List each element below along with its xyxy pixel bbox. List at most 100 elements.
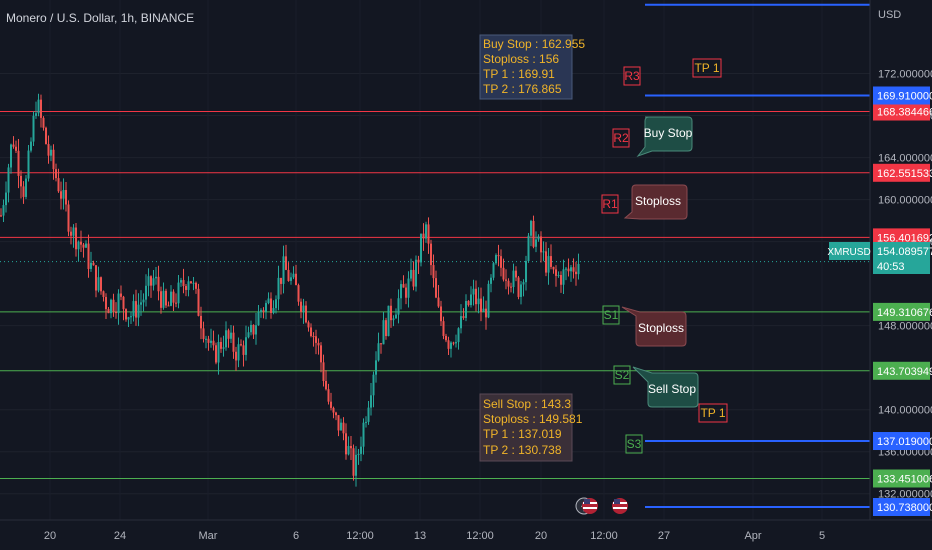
x-tick-label: 24 <box>114 530 126 542</box>
candle-body <box>85 243 87 248</box>
candle-body <box>277 277 280 300</box>
candle-body <box>432 265 435 279</box>
current-price-value: 154.089577 <box>877 246 932 258</box>
candle-body <box>172 291 175 303</box>
candle-body <box>250 324 252 333</box>
x-tick-label: 20 <box>535 530 547 542</box>
candle-body <box>515 270 517 278</box>
candle-body <box>382 320 385 345</box>
buy-box-line-4: TP 2 : 176.865 <box>483 82 562 96</box>
candle-body <box>467 300 470 306</box>
callout-stoploss-lower[interactable]: Stoploss <box>621 306 687 347</box>
candle-body <box>62 190 65 199</box>
candle-body <box>265 303 267 312</box>
candle-body <box>340 422 342 431</box>
candle-body <box>350 446 352 449</box>
candle-body <box>52 149 55 170</box>
sell-setup-box[interactable]: Sell Stop : 143.3 Stoploss : 149.581 TP … <box>479 393 583 462</box>
x-tick-label: 12:00 <box>466 530 494 542</box>
level-tag-r2: R2 <box>612 128 630 148</box>
x-tick-label: Mar <box>199 530 218 542</box>
candle-body <box>140 302 142 305</box>
price-tag-label: 168.384466 <box>877 107 932 119</box>
tp-label-lower: TP 1 <box>698 403 728 423</box>
candle-body <box>405 287 407 298</box>
candle-body <box>407 278 410 298</box>
candle-body <box>575 271 577 275</box>
candle-body <box>10 144 12 168</box>
candle-body <box>530 220 532 236</box>
candle-body <box>75 227 77 250</box>
candle-body <box>545 251 547 273</box>
candle-body <box>487 283 490 318</box>
svg-text:Sell Stop: Sell Stop <box>648 382 696 396</box>
candle-body <box>472 288 475 295</box>
candle-body <box>252 324 255 335</box>
candle-body <box>477 298 480 305</box>
candle-body <box>30 141 32 151</box>
candle-body <box>107 309 110 314</box>
candle-body <box>347 446 350 455</box>
candle-body <box>205 338 207 340</box>
candle-body <box>190 281 192 284</box>
us-flag-icon[interactable] <box>582 498 598 514</box>
candle-body <box>512 270 515 288</box>
target-tag-bg <box>873 497 930 516</box>
us-flag-icon[interactable] <box>612 498 628 514</box>
candle-body <box>317 342 320 346</box>
candle-body <box>532 220 535 247</box>
candle-body <box>572 267 575 272</box>
candle-body <box>440 306 442 322</box>
candle-body <box>175 302 177 304</box>
candle-body <box>457 328 460 343</box>
callout-sell-stop[interactable]: Sell Stop <box>632 366 699 408</box>
candle-body <box>157 276 160 292</box>
candle-body <box>160 291 162 308</box>
candle-body <box>345 433 347 455</box>
candle-body <box>387 305 390 337</box>
candle-body <box>567 268 570 272</box>
candle-body <box>327 389 330 402</box>
candle-body <box>322 362 325 382</box>
svg-text:Buy Stop: Buy Stop <box>644 126 693 140</box>
candle-body <box>222 347 225 349</box>
candle-body <box>242 345 245 355</box>
candle-body <box>270 298 272 313</box>
candle-body <box>167 305 170 307</box>
sell-box-line-2: Stoploss : 149.581 <box>483 412 583 426</box>
x-tick-label: 20 <box>44 530 56 542</box>
candle-body <box>465 300 467 318</box>
sell-box-line-3: TP 1 : 137.019 <box>483 427 562 441</box>
callout-stoploss-upper[interactable]: Stoploss <box>623 184 688 220</box>
candle-body <box>342 422 345 434</box>
x-tick-label: 12:00 <box>346 530 374 542</box>
candle-body <box>45 127 47 145</box>
candle-body <box>565 268 567 270</box>
candle-body <box>90 262 92 269</box>
candle-body <box>42 117 45 128</box>
candle-body <box>225 330 227 348</box>
candle-body <box>420 233 422 263</box>
candle-body <box>302 305 305 313</box>
target-tag-label: 169.910000 <box>877 90 932 102</box>
candle-body <box>275 299 277 309</box>
candle-body <box>235 351 237 361</box>
candle-body <box>35 113 37 116</box>
callout-buy-stop[interactable]: Buy Stop <box>636 116 693 158</box>
candle-body <box>517 277 520 297</box>
buy-setup-box[interactable]: Buy Stop : 162.955 Stoploss : 156 TP 1 :… <box>479 34 585 100</box>
candle-body <box>0 215 2 217</box>
candle-body <box>185 286 187 290</box>
candle-body <box>20 175 22 187</box>
candle-body <box>287 269 290 281</box>
candle-body <box>17 150 20 176</box>
candle-body <box>485 308 487 318</box>
candle-body <box>37 99 40 114</box>
candle-body <box>527 235 530 261</box>
svg-text:S2: S2 <box>615 368 630 382</box>
candle-body <box>500 256 502 268</box>
candle-body <box>197 288 200 316</box>
candle-body <box>577 264 580 275</box>
y-tick-label: 148.000000 <box>878 321 932 333</box>
